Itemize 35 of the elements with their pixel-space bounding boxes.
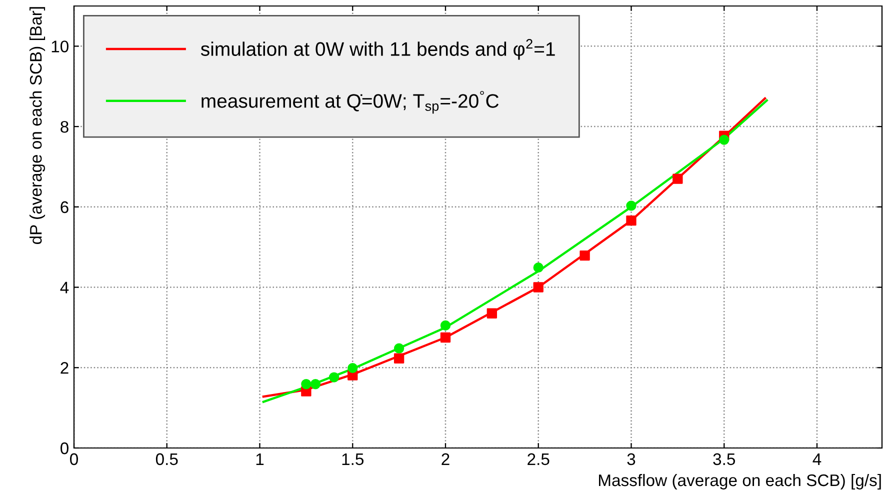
x-axis-title: Massflow (average on each SCB) [g/s] (599, 474, 881, 490)
point (394, 353, 404, 364)
y-tick-label: 2 (60, 362, 68, 374)
x-tick-label: 1.5 (342, 453, 364, 466)
legend-label: measurement at Q̇=0W; T$_{sp}$=-20$^{°}$C (202, 90, 499, 114)
point (348, 362, 358, 374)
x-tick-label: 2 (442, 453, 450, 465)
x-tick-label: 2.5 (528, 453, 550, 466)
legend-label: simulation at 0W with 11 bends and φ$^{2}$=1 (200, 39, 555, 60)
point (394, 343, 404, 354)
y-tick-label: 4 (60, 282, 69, 294)
point (533, 282, 544, 292)
y-tick-label: 10 (52, 40, 68, 52)
point (672, 174, 683, 184)
y-tick-label: 6 (60, 201, 68, 214)
point (486, 308, 498, 318)
point (310, 379, 321, 390)
point (626, 200, 636, 211)
point (328, 372, 340, 382)
x-tick-label: 3 (627, 453, 636, 466)
y-tick-label: 8 (60, 120, 68, 133)
point (301, 379, 312, 390)
x-tick-label: 0.5 (156, 453, 178, 466)
point (440, 320, 451, 331)
y-axis-title: dP (average on each SCB) [Bar] (30, 7, 46, 244)
point (719, 134, 730, 145)
point (533, 262, 544, 273)
x-tick-label: 3.5 (713, 453, 735, 466)
x-tick-label: 1 (256, 453, 264, 465)
y-tick-label: 0 (60, 442, 68, 454)
x-tick-label: 0 (70, 453, 78, 466)
x-tick-label: 4 (812, 453, 822, 465)
point (580, 250, 590, 261)
point (626, 215, 636, 226)
point (440, 332, 451, 343)
